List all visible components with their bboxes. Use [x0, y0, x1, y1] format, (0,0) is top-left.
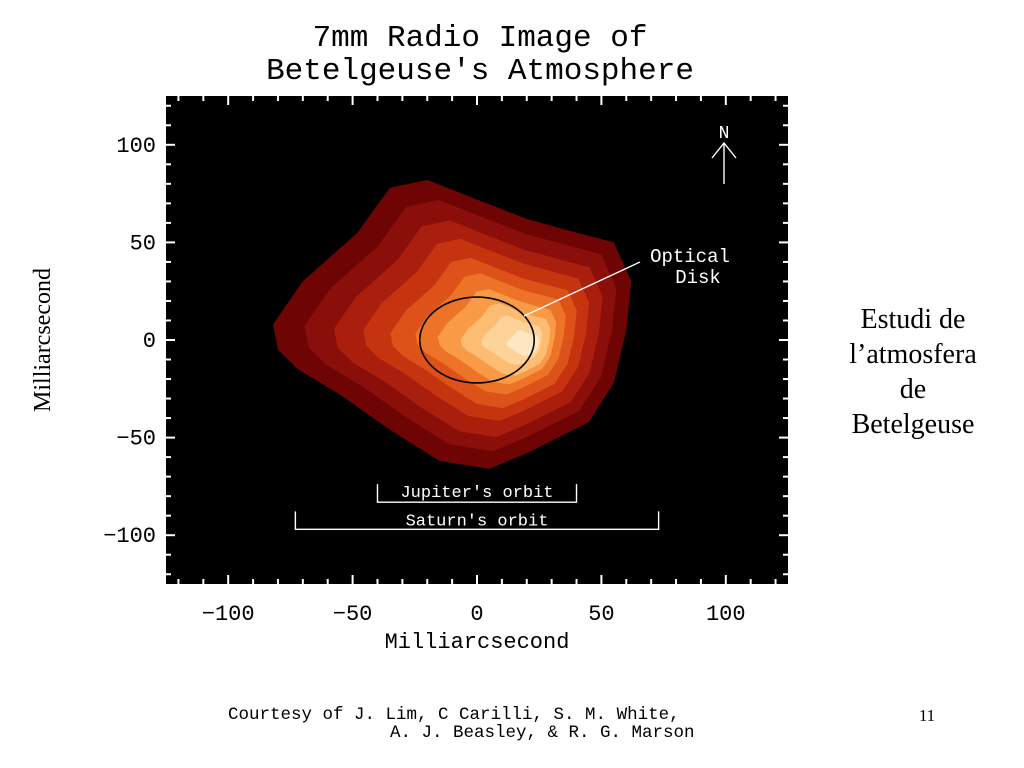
optical-disk-pointer: [523, 261, 641, 317]
north-label: N: [719, 124, 730, 144]
x-tick-label: −50: [333, 602, 373, 627]
optical-disk-label-line-2: Disk: [675, 267, 721, 289]
x-tick-label: 0: [470, 602, 483, 627]
y-axis-label: Milliarcsecond: [30, 268, 56, 412]
emission-contours: [273, 179, 632, 469]
north-arrow-icon: [711, 141, 737, 184]
jupiter-orbit-label: Jupiter's orbit: [400, 484, 553, 503]
figure-title-line-2: Betelgeuse's Atmosphere: [266, 54, 694, 89]
optical-disk-circle: [418, 296, 536, 384]
side-caption-line-4: Betelgeuse: [851, 409, 975, 440]
saturn-orbit-label: Saturn's orbit: [406, 512, 549, 531]
y-tick-labels: 100 50 0 −50 −100: [103, 134, 156, 549]
x-tick-labels: −100 −50 0 50 100: [202, 602, 746, 627]
side-caption-line-2: l’atmosfera: [849, 339, 977, 370]
side-caption-line-3: de: [899, 374, 927, 405]
emission-contour-level: [506, 330, 539, 356]
x-tick-label: 100: [706, 602, 746, 627]
figure-title: 7mm Radio Image of Betelgeuse's Atmosphe…: [160, 22, 800, 88]
y-tick-label: −100: [103, 524, 156, 549]
orbit-scale-bars: [294, 484, 660, 531]
y-tick-label: 0: [143, 329, 156, 354]
jupiter-orbit-bar: [376, 484, 578, 503]
x-tick-label: 50: [588, 602, 614, 627]
x-tick-label: −100: [202, 602, 255, 627]
side-caption: Estudi de l’atmosfera de Betelgeuse: [828, 302, 998, 442]
side-caption-line-1: Estudi de: [860, 304, 966, 335]
saturn-orbit-bar: [294, 511, 660, 531]
image-credit: Courtesy of J. Lim, C Carilli, S. M. Whi…: [228, 706, 788, 742]
axis-ticks: [166, 96, 788, 584]
y-tick-label: 50: [130, 231, 156, 256]
x-axis-label: Milliarcsecond: [385, 630, 570, 655]
optical-disk-label-line-1: Optical: [650, 246, 730, 268]
credit-line-1: Courtesy of J. Lim, C Carilli, S. M. Whi…: [228, 705, 680, 725]
y-tick-label: −50: [116, 427, 156, 452]
slide-number: 11: [918, 706, 936, 725]
y-tick-label: 100: [116, 134, 156, 159]
figure-title-line-1: 7mm Radio Image of: [312, 21, 648, 56]
credit-line-2: A. J. Beasley, & R. G. Marson: [390, 723, 695, 743]
